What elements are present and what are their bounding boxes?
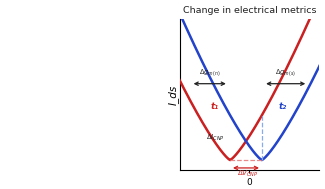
Y-axis label: I_ds: I_ds (168, 84, 179, 105)
Text: $\Delta I_{CNP}$: $\Delta I_{CNP}$ (206, 132, 225, 143)
Title: Change in electrical metrics: Change in electrical metrics (183, 6, 316, 15)
Text: $\Delta g_{m(s)}$: $\Delta g_{m(s)}$ (275, 67, 296, 78)
Text: t₂: t₂ (279, 102, 287, 111)
Text: t₁: t₁ (211, 102, 219, 111)
Text: $\Delta V_{CNP}$: $\Delta V_{CNP}$ (237, 169, 258, 179)
Text: $\Delta g_{m(n)}$: $\Delta g_{m(n)}$ (199, 67, 220, 78)
